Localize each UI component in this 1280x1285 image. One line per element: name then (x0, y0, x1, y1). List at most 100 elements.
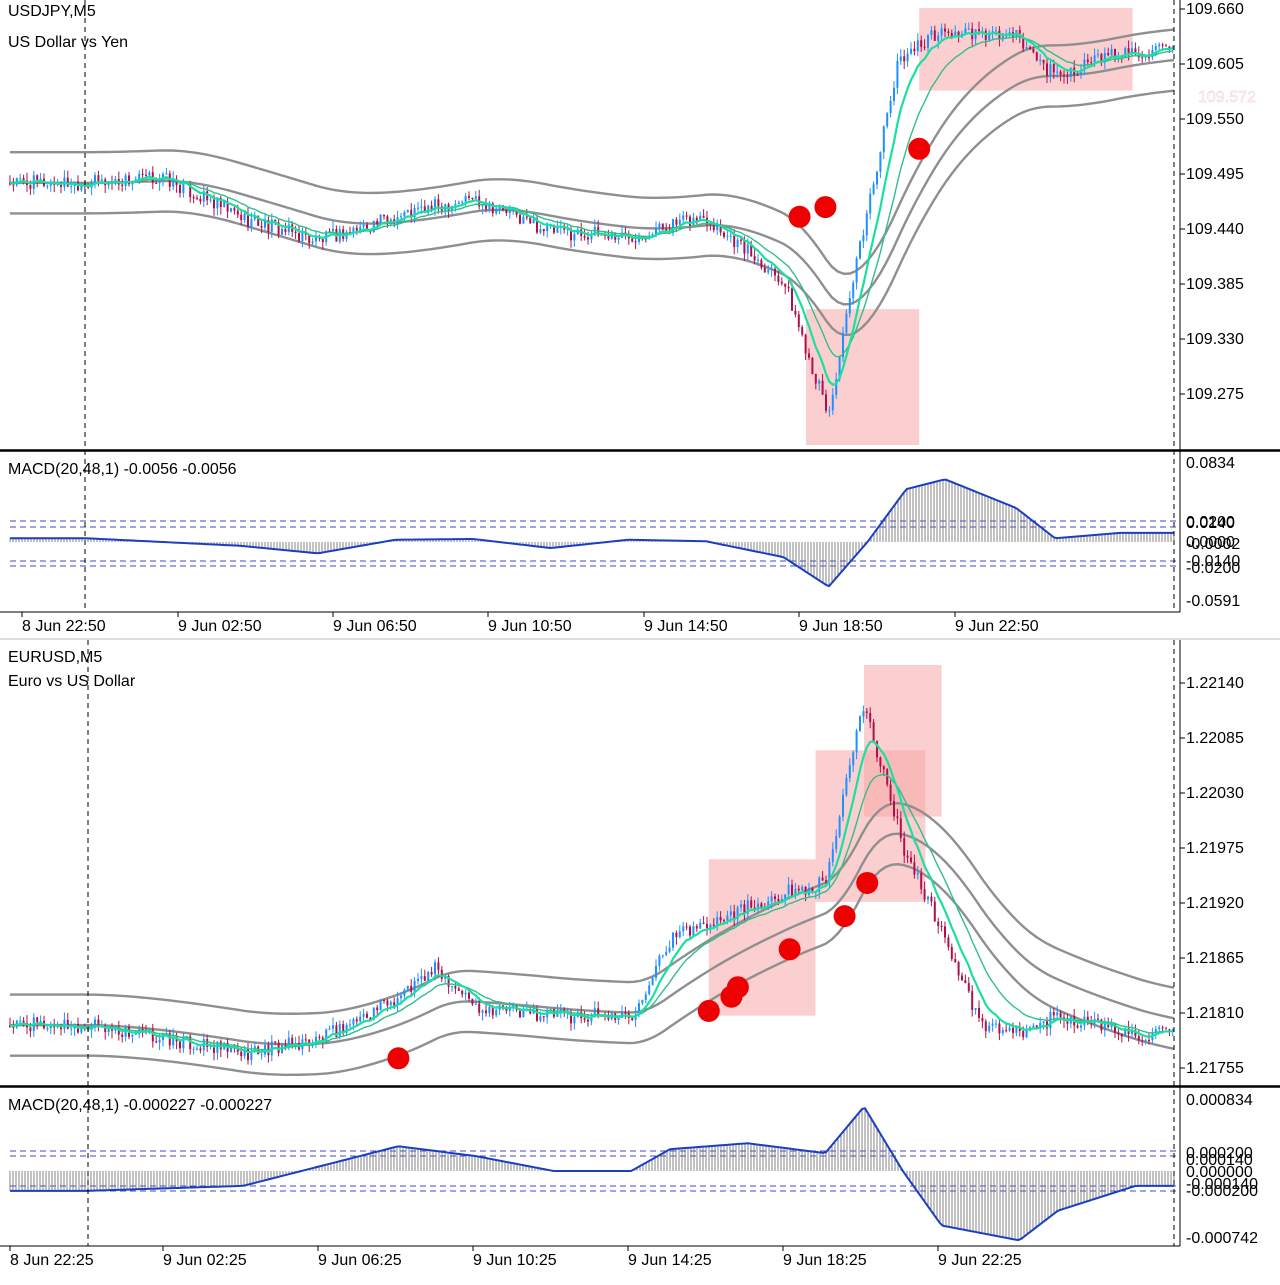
candle-body (219, 198, 222, 207)
signal-dot (833, 905, 856, 928)
candle-body (1141, 57, 1144, 59)
candle-body (19, 1020, 22, 1022)
candle-body (1035, 52, 1038, 61)
usdjpy-signal-dots (788, 137, 931, 228)
candle-body (352, 227, 355, 233)
candle-body (97, 175, 100, 182)
candle-body (172, 1036, 175, 1046)
candle-body (1025, 47, 1028, 49)
candle-body (729, 235, 732, 237)
candle-body (481, 1010, 484, 1013)
candle-body (192, 197, 195, 199)
candle-body (529, 217, 532, 224)
candle-body (801, 327, 804, 335)
candle-body (236, 1048, 239, 1052)
candle-body (1154, 46, 1157, 50)
candle-body (1141, 1040, 1144, 1042)
band-lower-line (10, 89, 1175, 337)
usdjpy-time-axis[interactable]: 8 Jun 22:50 9 Jun 02:50 9 Jun 06:50 9 Jun 1… (21, 612, 1039, 635)
candle-body (253, 216, 256, 220)
candle-body (699, 922, 702, 929)
candle-body (209, 199, 212, 201)
candle-body (597, 1008, 600, 1017)
signal-dot (908, 137, 931, 160)
signal-dot (814, 196, 837, 219)
candle-body (831, 849, 834, 862)
candle-body (842, 332, 844, 358)
candle-body (1158, 1027, 1161, 1030)
candle-body (417, 207, 419, 209)
signal-dot (697, 999, 720, 1022)
candle-body (121, 1034, 124, 1037)
band-middle-line (10, 832, 1175, 1046)
macd-tick-label: 0.0200 (1186, 514, 1235, 531)
candle-body (920, 873, 923, 890)
candle-body (590, 235, 593, 240)
candle-body (1134, 48, 1137, 54)
candle-body (488, 1006, 491, 1014)
candle-body (940, 28, 943, 36)
candle-body (100, 179, 103, 182)
candle-body (794, 888, 797, 897)
candle-body (828, 410, 831, 412)
candle-body (345, 1024, 348, 1033)
candle-body (624, 1012, 627, 1014)
candle-body (661, 223, 664, 229)
candle-body (587, 1019, 589, 1022)
candle-body (706, 923, 708, 929)
candle-body (539, 229, 542, 233)
macd-signal-line (10, 478, 1174, 588)
candle-body (862, 235, 865, 242)
candle-body (821, 877, 824, 881)
candle-body (1039, 59, 1042, 61)
candle-body (784, 283, 787, 287)
candle-body (882, 766, 885, 770)
candle-body (162, 1034, 164, 1040)
candle-body (910, 857, 912, 863)
candle-body (230, 1047, 232, 1052)
candle-body (512, 1005, 515, 1007)
signal-dot (778, 938, 801, 961)
macd-tick-label: 0.000000 (1186, 1164, 1253, 1181)
candle-body (1018, 1026, 1021, 1031)
candle-body (406, 209, 409, 213)
candle-body (723, 920, 725, 922)
eurusd-chart-window[interactable]: EURUSD,M5 Euro vs US Dollar 1.22140 1.220… (0, 638, 1280, 1269)
candle-body (852, 282, 855, 299)
eurusd-price-axis[interactable]: 1.22140 1.22085 1.22030 1.21975 1.21920 1.218… (1180, 675, 1244, 1077)
candle-body (1029, 47, 1031, 50)
candle-body (471, 197, 474, 200)
candle-body (522, 1009, 525, 1018)
candle-body (835, 379, 838, 396)
usdjpy-price-axis[interactable]: 109.660 109.605 109.550 109.495 109.440 109.3… (1180, 1, 1244, 403)
candle-body (709, 924, 712, 929)
time-tick-label: 9 Jun 02:50 (178, 618, 262, 635)
eurusd-time-axis[interactable]: 8 Jun 22:25 9 Jun 02:25 9 Jun 06:25 9 Jun 1… (9, 1246, 1022, 1269)
candle-body (131, 1034, 134, 1037)
candle-body (196, 1048, 198, 1050)
candle-body (886, 769, 889, 785)
candle-body (933, 901, 936, 922)
macd-tick-label: -0.0002 (1186, 536, 1240, 553)
candle-body (49, 182, 52, 186)
ema-slow-line (9, 773, 1173, 1051)
candle-body (22, 178, 25, 181)
usdjpy-chart-window[interactable]: USDJPY,M5 US Dollar vs Yen 109.660 109.60… (0, 0, 1280, 635)
eurusd-macd-label: MACD(20,48,1) -0.000227 -0.000227 (8, 1097, 272, 1114)
candle-body (457, 202, 460, 205)
candle-body (859, 241, 861, 259)
candle-body (709, 224, 712, 226)
candle-body (233, 208, 236, 211)
candle-body (1110, 1023, 1113, 1028)
candle-body (138, 173, 141, 180)
candle-body (430, 205, 433, 210)
candle-body (702, 215, 705, 218)
candle-body (910, 48, 912, 54)
candle-body (641, 999, 644, 1004)
candle-body (1114, 1023, 1116, 1033)
candle-body (950, 947, 953, 960)
time-tick-label: 9 Jun 10:25 (473, 1252, 557, 1269)
candle-body (536, 219, 538, 233)
candle-body (396, 998, 399, 1006)
